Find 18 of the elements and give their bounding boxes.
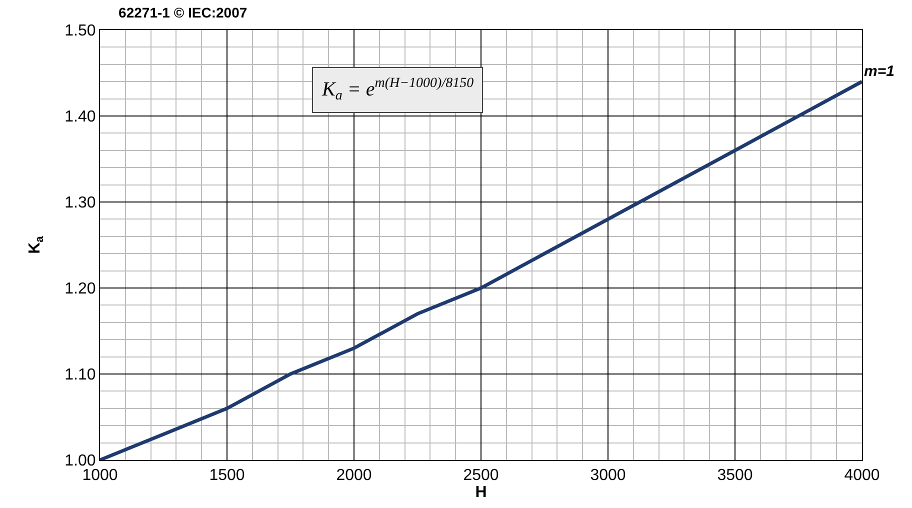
x-tick-label: 1500 <box>209 467 245 484</box>
chart-title: 62271-1 © IEC:2007 <box>118 4 248 20</box>
x-tick-label: 3000 <box>590 467 626 484</box>
x-tick-label: 1000 <box>82 467 118 484</box>
y-tick-label: 1.20 <box>64 280 96 298</box>
x-tick-label: 2500 <box>463 467 499 484</box>
x-axis-title: H <box>475 484 487 502</box>
y-tick-label: 1.40 <box>64 108 96 126</box>
y-tick-label: 1.30 <box>64 194 96 212</box>
x-tick-label: 3500 <box>717 467 753 484</box>
series-label: m=1 <box>864 63 894 80</box>
y-axis-title: K$_{a}$ <box>322 78 342 104</box>
y-tick-label: 1.50 <box>64 22 96 40</box>
text: = e$^{m(H−1000)/8150}$ <box>347 76 474 100</box>
y-tick-label: 1.10 <box>64 366 96 384</box>
x-tick-label: 2000 <box>336 467 372 484</box>
y-tick-label: 1.00 <box>64 452 96 470</box>
x-tick-label: 4000 <box>844 467 880 484</box>
